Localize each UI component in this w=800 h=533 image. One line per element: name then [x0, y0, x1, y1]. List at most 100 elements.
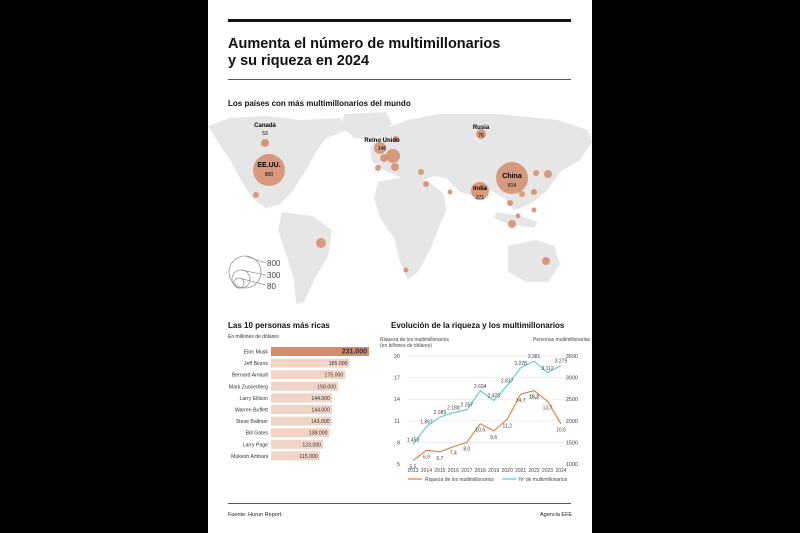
data-label: 3.279	[555, 359, 568, 365]
legend-300: 300	[267, 271, 281, 280]
data-label: 9,6	[490, 435, 497, 441]
y2-tick-label: 1500	[566, 440, 578, 446]
legend-80: 80	[267, 282, 276, 291]
bubble-sweden	[393, 136, 399, 142]
x-tick-label: 2024	[555, 468, 566, 474]
x-tick-label: 2013	[407, 468, 418, 474]
bar-jeff-bezos	[271, 358, 350, 368]
data-label: 10,6	[475, 428, 485, 434]
bubble-philippines	[531, 207, 537, 213]
bar-value-label: 185.000	[329, 361, 348, 367]
south-america-shape	[278, 212, 332, 304]
bar-value-label: 144.000	[311, 408, 330, 414]
bar-bernard-arnault	[271, 370, 346, 380]
bar-category-label: Jeff Bezos	[244, 361, 269, 367]
bar-category-label: Warren Buffett	[235, 408, 269, 414]
bubble-russia	[476, 129, 486, 139]
bubble-singapore	[515, 213, 521, 219]
left-axis-title-2: (en billones de dólares)	[380, 343, 432, 349]
x-tick-label: 2017	[461, 468, 472, 474]
bar-value-label: 175.000	[324, 373, 343, 379]
data-label: 3.381	[528, 354, 541, 360]
bar-value-label: 144.000	[311, 396, 330, 402]
bubble-uk	[374, 142, 386, 154]
x-tick-label: 2015	[434, 468, 445, 474]
legend-wealth-label: Riqueza de los multimillonarios	[425, 477, 494, 483]
data-label: 1.867	[420, 420, 433, 426]
left-axis-title-1: Riqueza de los multimillonarios	[380, 337, 449, 343]
rich-title: Las 10 personas más ricas	[228, 321, 330, 330]
bar-category-label: Bill Gates	[246, 431, 269, 437]
x-tick-label: 2022	[529, 468, 540, 474]
evol-title: Evolución de la riqueza y los multimillo…	[391, 321, 565, 330]
data-label: 6,7	[436, 456, 443, 462]
footer-rule	[228, 503, 571, 504]
top-rule	[228, 19, 571, 22]
indonesia-shape	[494, 212, 538, 228]
bubble-southafrica	[403, 267, 409, 273]
y2-tick-label: 1000	[566, 462, 578, 468]
y2-tick-label: 2500	[566, 397, 578, 403]
bubble-australia	[542, 257, 550, 265]
bubble-canada	[261, 139, 269, 147]
x-tick-label: 2018	[475, 468, 486, 474]
size-legend	[228, 255, 267, 289]
x-tick-label: 2023	[542, 468, 553, 474]
africa-shape	[374, 176, 446, 280]
data-label: 1.453	[407, 437, 420, 443]
evolution-line-chart: Riqueza de los multimillonarios(en billo…	[380, 337, 590, 483]
bubble-japan	[544, 170, 552, 178]
data-label: 13,7	[543, 405, 553, 411]
bar-category-label: Larry Page	[243, 442, 268, 448]
bar-category-label: Larry Ellison	[239, 396, 268, 402]
data-label: 2.470	[487, 393, 500, 399]
data-label: 2.089	[434, 410, 447, 416]
x-tick-label: 2019	[488, 468, 499, 474]
greenland-shape	[342, 112, 392, 140]
right-axis-title: Personas multimillonarias	[533, 337, 590, 343]
data-label: 2.817	[501, 379, 514, 385]
bar-category-label: Steve Ballmer	[236, 419, 269, 425]
data-label: 3.228	[514, 361, 527, 367]
data-label: 14,7	[516, 398, 526, 404]
bubble-uae	[447, 189, 453, 195]
bar-value-label: 138.000	[309, 431, 328, 437]
infographic-panel: Aumenta el número de multimillonarios y …	[208, 0, 592, 533]
bar-bill-gates	[271, 428, 330, 438]
bubble-korea	[533, 170, 539, 176]
bar-elon-musk	[271, 347, 369, 356]
x-tick-label: 2014	[421, 468, 432, 474]
x-tick-label: 2020	[502, 468, 513, 474]
country-bubbles	[253, 129, 552, 273]
label-uk-value: 146	[378, 146, 387, 152]
title-line-1: Aumenta el número de multimillonarios	[228, 36, 501, 52]
bubble-turkey	[418, 169, 424, 175]
bar-category-label: Bernard Arnault	[232, 373, 269, 379]
rich-subtitle: En millones de dólares	[228, 334, 279, 340]
label-russia-value: 76	[478, 133, 484, 139]
bubble-india	[471, 182, 489, 200]
bubble-taiwan	[531, 189, 537, 195]
x-tick-label: 2021	[515, 468, 526, 474]
data-label: 11,2	[502, 423, 512, 429]
x-tick-label: 2016	[448, 468, 459, 474]
label-india-value: 271	[476, 195, 485, 201]
bar-value-label: 115.000	[299, 454, 317, 460]
bar-mark-zuckerberg	[271, 381, 339, 391]
series-line-people	[412, 360, 562, 445]
map-land	[208, 112, 592, 304]
legend-800: 800	[267, 259, 281, 268]
y-tick-label: 14	[394, 397, 400, 403]
series-line-wealth	[412, 389, 562, 461]
bar-value-label: 231.000	[342, 349, 367, 356]
label-canada-name: Canadá	[254, 123, 276, 129]
y2-tick-label: 2000	[566, 419, 578, 425]
label-china-name: China	[502, 173, 522, 180]
data-label: 2.257	[461, 403, 474, 409]
data-label: 3.112	[541, 366, 553, 372]
bar-category-label: Mukesh Ambani	[231, 454, 268, 460]
bar-value-label: 158.000	[317, 384, 336, 390]
bubble-usa	[253, 154, 285, 186]
title-rule	[228, 79, 571, 80]
data-label: 5,5	[410, 464, 417, 470]
